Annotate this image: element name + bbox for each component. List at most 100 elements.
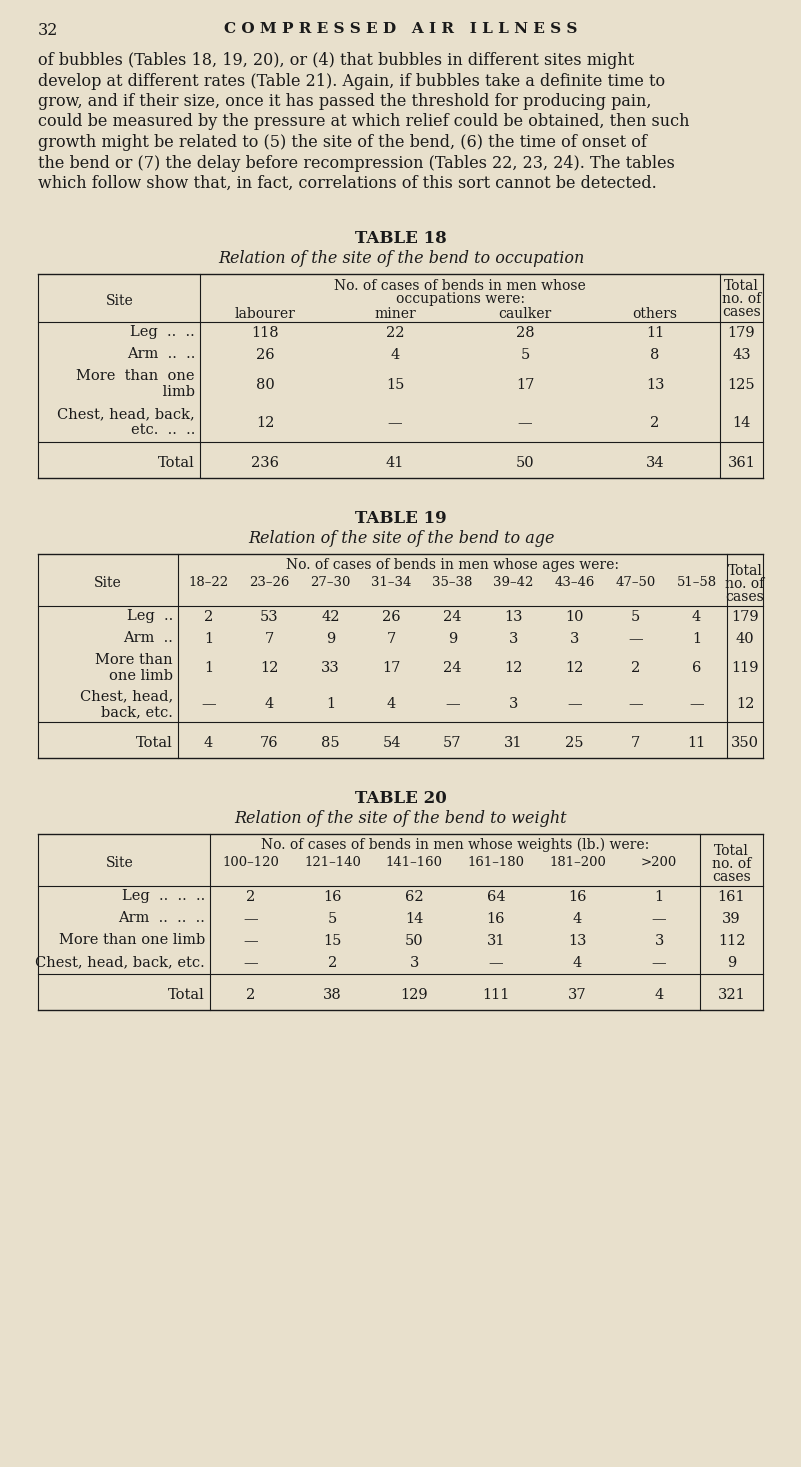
Text: labourer: labourer <box>235 307 296 321</box>
Text: 8: 8 <box>650 348 660 362</box>
Text: 24: 24 <box>443 662 461 675</box>
Text: More than one limb: More than one limb <box>58 933 205 948</box>
Text: 1: 1 <box>204 662 213 675</box>
Text: —: — <box>489 956 503 970</box>
Text: TABLE 18: TABLE 18 <box>355 230 447 246</box>
Text: 4: 4 <box>265 697 274 711</box>
Text: 3: 3 <box>409 956 419 970</box>
Text: 42: 42 <box>321 610 340 623</box>
Text: 57: 57 <box>443 736 461 750</box>
Text: 37: 37 <box>568 987 587 1002</box>
Text: 15: 15 <box>324 934 342 948</box>
Text: More than: More than <box>95 653 173 667</box>
Text: limb: limb <box>158 384 195 399</box>
Text: of bubbles (Tables 18, 19, 20), or (4) that bubbles in different sites might: of bubbles (Tables 18, 19, 20), or (4) t… <box>38 51 634 69</box>
Text: 41: 41 <box>386 456 405 469</box>
Text: 1: 1 <box>204 632 213 645</box>
Text: 9: 9 <box>727 956 736 970</box>
Text: No. of cases of bends in men whose: No. of cases of bends in men whose <box>334 279 586 293</box>
Text: 54: 54 <box>382 736 400 750</box>
Text: Relation of the site of the bend to weight: Relation of the site of the bend to weig… <box>235 810 567 827</box>
Text: 23–26: 23–26 <box>249 577 290 588</box>
Text: develop at different rates (Table 21). Again, if bubbles take a definite time to: develop at different rates (Table 21). A… <box>38 72 665 89</box>
Text: 14: 14 <box>732 417 751 430</box>
Text: Leg  ..  ..: Leg .. .. <box>131 326 195 339</box>
Text: TABLE 20: TABLE 20 <box>355 791 447 807</box>
Text: 1: 1 <box>654 890 664 904</box>
Text: 34: 34 <box>646 456 664 469</box>
Text: 179: 179 <box>727 326 755 340</box>
Text: 11: 11 <box>646 326 664 340</box>
Text: 31: 31 <box>505 736 523 750</box>
Text: 4: 4 <box>204 736 213 750</box>
Text: 62: 62 <box>405 890 424 904</box>
Text: 80: 80 <box>256 378 275 392</box>
Text: 13: 13 <box>646 378 664 392</box>
Text: 51–58: 51–58 <box>676 577 717 588</box>
Text: 14: 14 <box>405 912 424 926</box>
Text: 18–22: 18–22 <box>188 577 228 588</box>
Text: 38: 38 <box>323 987 342 1002</box>
Text: Leg  ..: Leg .. <box>127 609 173 623</box>
Text: More  than  one: More than one <box>77 370 195 383</box>
Text: No. of cases of bends in men whose weights (lb.) were:: No. of cases of bends in men whose weigh… <box>261 838 649 852</box>
Text: 3: 3 <box>509 632 518 645</box>
Text: 321: 321 <box>718 987 746 1002</box>
Text: Total: Total <box>168 987 205 1002</box>
Text: 1: 1 <box>692 632 701 645</box>
Text: 129: 129 <box>400 987 428 1002</box>
Text: 4: 4 <box>654 987 664 1002</box>
Text: Arm  ..  ..: Arm .. .. <box>127 348 195 361</box>
Text: 2: 2 <box>204 610 213 623</box>
Text: 28: 28 <box>516 326 534 340</box>
Text: 3: 3 <box>509 697 518 711</box>
Text: 17: 17 <box>382 662 400 675</box>
Text: 35–38: 35–38 <box>433 577 473 588</box>
Text: cases: cases <box>726 590 764 604</box>
Text: 1: 1 <box>326 697 335 711</box>
Text: 15: 15 <box>386 378 405 392</box>
Text: Total: Total <box>159 456 195 469</box>
Text: 3: 3 <box>570 632 579 645</box>
Text: Site: Site <box>106 857 134 870</box>
Text: 7: 7 <box>631 736 640 750</box>
Text: TABLE 19: TABLE 19 <box>355 511 447 527</box>
Text: 12: 12 <box>260 662 279 675</box>
Text: 2: 2 <box>631 662 640 675</box>
Text: 4: 4 <box>390 348 400 362</box>
Text: 16: 16 <box>486 912 505 926</box>
Text: Arm  ..  ..  ..: Arm .. .. .. <box>118 911 205 926</box>
Text: 12: 12 <box>256 417 274 430</box>
Text: —: — <box>201 697 215 711</box>
Text: cases: cases <box>723 305 761 318</box>
Text: 3: 3 <box>654 934 664 948</box>
Text: grow, and if their size, once it has passed the threshold for producing pain,: grow, and if their size, once it has pas… <box>38 92 651 110</box>
Text: 179: 179 <box>731 610 759 623</box>
Text: 85: 85 <box>321 736 340 750</box>
Text: others: others <box>633 307 678 321</box>
Text: 111: 111 <box>482 987 509 1002</box>
Text: 2: 2 <box>246 987 256 1002</box>
Text: etc.  ..  ..: etc. .. .. <box>131 422 195 437</box>
Text: 5: 5 <box>521 348 529 362</box>
Text: 11: 11 <box>687 736 706 750</box>
Text: 39–42: 39–42 <box>493 577 533 588</box>
Text: Total: Total <box>136 736 173 750</box>
Text: 13: 13 <box>505 610 523 623</box>
Text: 4: 4 <box>692 610 701 623</box>
Text: 12: 12 <box>505 662 523 675</box>
Text: which follow show that, in fact, correlations of this sort cannot be detected.: which follow show that, in fact, correla… <box>38 175 657 192</box>
Text: 10: 10 <box>566 610 584 623</box>
Text: 40: 40 <box>735 632 755 645</box>
Text: No. of cases of bends in men whose ages were:: No. of cases of bends in men whose ages … <box>286 557 619 572</box>
Text: Total: Total <box>727 563 763 578</box>
Text: >200: >200 <box>641 857 678 868</box>
Text: one limb: one limb <box>109 669 173 684</box>
Text: 121–140: 121–140 <box>304 857 361 868</box>
Text: cases: cases <box>712 870 751 885</box>
Text: —: — <box>244 956 258 970</box>
Text: 4: 4 <box>387 697 396 711</box>
Text: 161: 161 <box>718 890 745 904</box>
Text: 181–200: 181–200 <box>549 857 606 868</box>
Text: no. of: no. of <box>722 292 761 307</box>
